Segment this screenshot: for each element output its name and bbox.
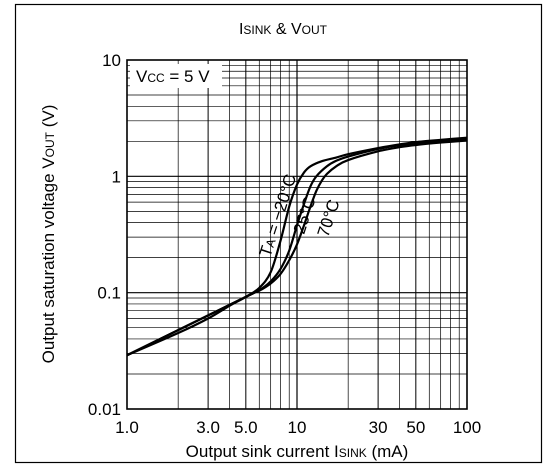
x-tick-label: 30 (369, 418, 388, 437)
outer-border (14, 3, 543, 464)
condition-label-bg (130, 64, 222, 88)
y-axis-tick-labels: 0.01 0.1 1 10 (88, 51, 121, 419)
y-axis-title: Output saturation voltage VOUT (V) (39, 105, 58, 364)
y-tick-label: 10 (102, 51, 121, 70)
plot-area (126, 59, 468, 410)
x-tick-label: 1.0 (115, 418, 139, 437)
x-tick-label: 50 (406, 418, 425, 437)
y-tick-label: 1 (112, 167, 121, 186)
series-line-2 (126, 139, 468, 357)
y-tick-label: 0.1 (97, 284, 121, 303)
x-tick-label: 5.0 (234, 418, 258, 437)
series-curves (126, 136, 468, 357)
x-axis-tick-labels: 1.0 3.0 5.0 10 30 50 100 (115, 418, 481, 437)
y-tick-label: 0.01 (88, 400, 121, 419)
condition-label: VCC = 5 V (136, 67, 210, 86)
chart-title: ISINK & VOUT (239, 21, 328, 38)
x-tick-label: 3.0 (196, 418, 220, 437)
x-axis-title: Output sink current ISINK (mA) (186, 442, 409, 461)
x-tick-label: 100 (453, 418, 481, 437)
grid-major (127, 60, 467, 409)
x-tick-label: 10 (288, 418, 307, 437)
